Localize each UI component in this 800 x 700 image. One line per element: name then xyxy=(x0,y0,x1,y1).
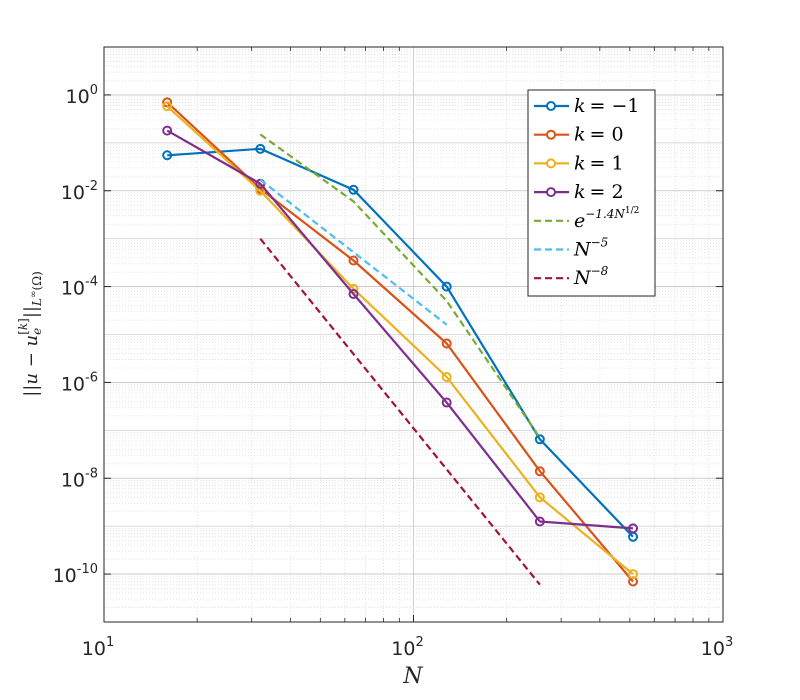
legend-label: k = 0 xyxy=(574,124,624,146)
series-line xyxy=(166,129,634,530)
y-tick-labels: 100 10-2 10-4 10-6 10-8 10-10 xyxy=(53,83,98,587)
data-point xyxy=(441,371,452,382)
legend-entry: k = 1 xyxy=(534,152,624,174)
series-line xyxy=(166,105,634,575)
series-4 xyxy=(162,125,639,534)
data-point xyxy=(534,516,545,527)
data-point xyxy=(255,143,266,154)
y-tick-label: 10-4 xyxy=(61,275,98,300)
data-point xyxy=(534,434,545,445)
series-line xyxy=(259,133,541,439)
y-tick-label: 10-2 xyxy=(61,179,98,204)
data-point xyxy=(534,492,545,503)
series-3 xyxy=(162,101,639,580)
legend-entry: e−1.4N1/2 xyxy=(534,206,639,232)
legend-label: k = 2 xyxy=(574,181,624,203)
y-tick-label: 10-10 xyxy=(53,562,98,587)
data-point xyxy=(628,523,639,534)
y-tick-label: 100 xyxy=(66,83,98,108)
svg-text:||u − ue[k]||L∞(Ω): ||u − ue[k]||L∞(Ω) xyxy=(16,271,44,397)
y-tick-label: 10-6 xyxy=(61,370,98,395)
x-tick-labels: 101 102 103 xyxy=(82,635,733,660)
series-layer xyxy=(162,97,639,587)
legend-label: N−5 xyxy=(573,236,608,261)
y-axis-label: ||u − ue[k]||L∞(Ω) xyxy=(16,271,44,397)
data-point xyxy=(441,281,452,292)
legend-marker xyxy=(546,187,556,198)
legend-label: N−8 xyxy=(573,264,609,289)
data-point xyxy=(441,338,452,349)
legend-label: k = −1 xyxy=(574,95,639,117)
legend-entry: N−5 xyxy=(534,236,608,261)
series-line xyxy=(167,147,634,538)
axis-ticks xyxy=(103,47,724,622)
y-tick-label: 10-8 xyxy=(61,466,98,491)
data-point xyxy=(534,466,545,477)
legend-entry: k = 0 xyxy=(534,124,624,146)
legend-label: e−1.4N1/2 xyxy=(574,206,639,232)
series-line xyxy=(259,238,541,586)
legend-entry: k = −1 xyxy=(534,95,639,117)
legend-marker xyxy=(546,129,556,140)
data-point xyxy=(162,101,173,112)
data-point xyxy=(348,184,359,195)
data-point xyxy=(162,125,173,136)
x-tick-label: 102 xyxy=(391,635,423,660)
series-6 xyxy=(259,178,448,326)
data-point xyxy=(162,150,173,161)
series-line xyxy=(259,178,448,326)
data-point xyxy=(348,255,359,266)
legend-entry: k = 2 xyxy=(534,181,624,203)
legend: k = −1 k = 0 k = 1 k = 2 e−1.4N1/2 N−5 N−8 xyxy=(527,89,656,297)
legend-entry: N−8 xyxy=(534,264,609,289)
series-7 xyxy=(259,238,541,586)
x-axis-label: N xyxy=(402,664,423,689)
data-point xyxy=(441,397,452,408)
legend-marker xyxy=(546,158,556,169)
data-point xyxy=(628,569,639,580)
legend-label: k = 1 xyxy=(574,152,624,174)
x-tick-label: 101 xyxy=(82,635,114,660)
legend-marker xyxy=(546,101,556,111)
x-tick-label: 103 xyxy=(701,635,733,660)
series-5 xyxy=(259,133,541,439)
data-point xyxy=(348,289,359,300)
